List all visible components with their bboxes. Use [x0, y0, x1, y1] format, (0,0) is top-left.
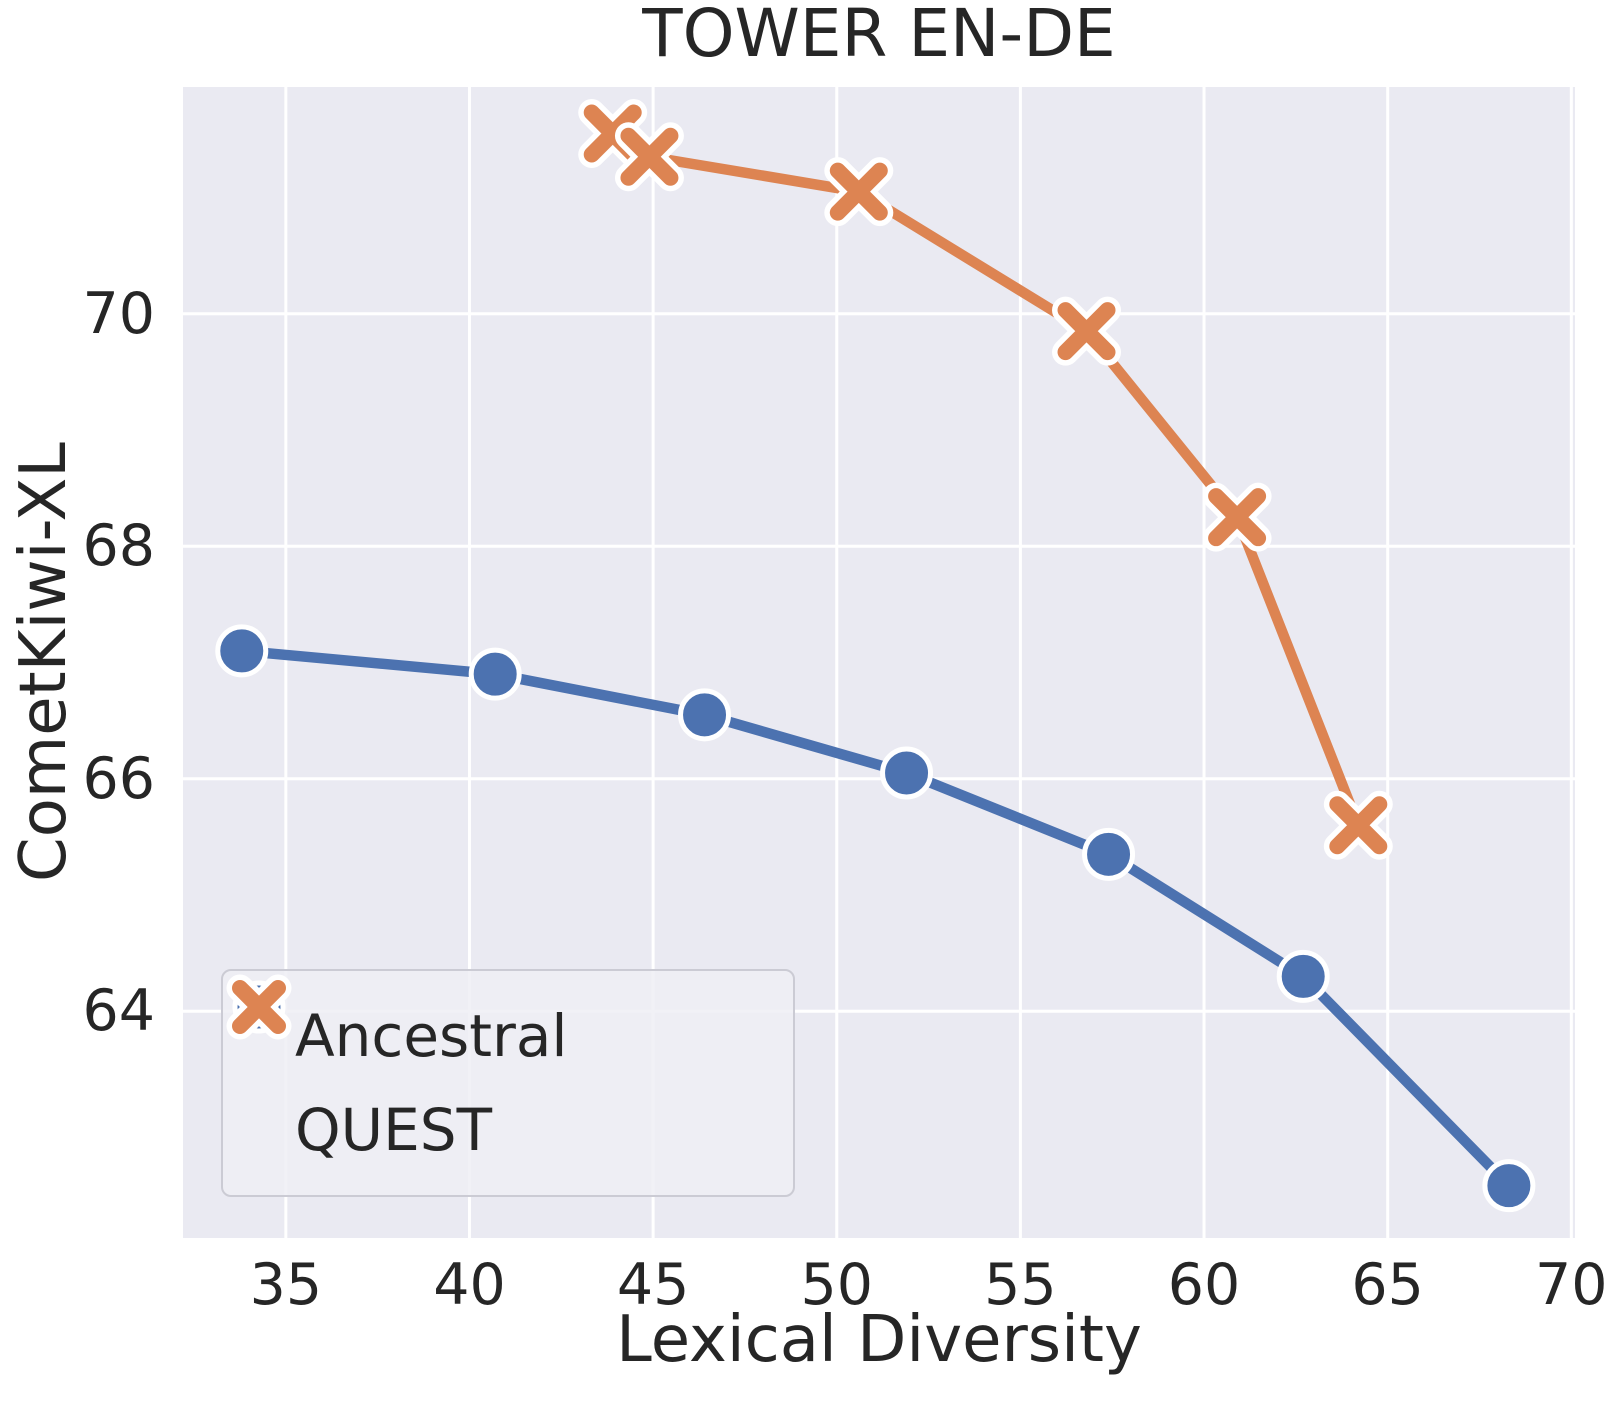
data-point-circle: [1082, 827, 1136, 881]
data-point-circle: [215, 624, 269, 678]
x-tick-label: 45: [616, 1252, 690, 1318]
data-point-circle: [468, 647, 522, 701]
legend-item-quest: QUEST: [226, 974, 793, 1164]
data-point-circle: [880, 746, 934, 800]
legend-label-quest: QUEST: [295, 1095, 492, 1164]
data-point-x: [1329, 796, 1388, 855]
y-tick-label: 68: [82, 513, 155, 580]
y-tick-label: 64: [82, 978, 155, 1045]
chart-canvas: [183, 87, 1575, 1238]
series-ancestral: [215, 624, 1536, 1213]
data-point-circle: [1482, 1159, 1536, 1213]
data-point-circle: [678, 688, 732, 742]
series-quest: [578, 99, 1393, 860]
data-point-x: [1057, 302, 1116, 361]
legend-item-ancestral: Ancestral: [232, 980, 793, 1071]
plot-area: Ancestral QUEST: [183, 87, 1575, 1238]
x-tick-label: 65: [1351, 1252, 1424, 1318]
x-tick-label: 35: [249, 1252, 323, 1318]
legend-label-ancestral: Ancestral: [295, 1002, 568, 1071]
chart-title: TOWER EN-DE: [642, 0, 1116, 72]
x-tick-label: 40: [433, 1252, 506, 1318]
x-tick-label: 70: [1535, 1252, 1608, 1318]
y-tick-label: 70: [82, 280, 155, 347]
data-point-x: [620, 127, 679, 186]
data-point-x: [1208, 488, 1267, 547]
x-axis-label: Lexical Diversity: [616, 1303, 1142, 1377]
y-axis-label: CometKiwi-XL: [7, 442, 81, 882]
x-tick-label: 60: [1167, 1252, 1241, 1318]
legend: Ancestral QUEST: [221, 969, 795, 1197]
y-tick-label: 66: [82, 745, 155, 812]
x-tick-label: 55: [984, 1252, 1057, 1318]
data-point-x: [829, 162, 888, 221]
data-point-circle: [1276, 949, 1330, 1003]
x-tick-label: 50: [800, 1252, 874, 1318]
x-marker-icon: [226, 974, 292, 1040]
